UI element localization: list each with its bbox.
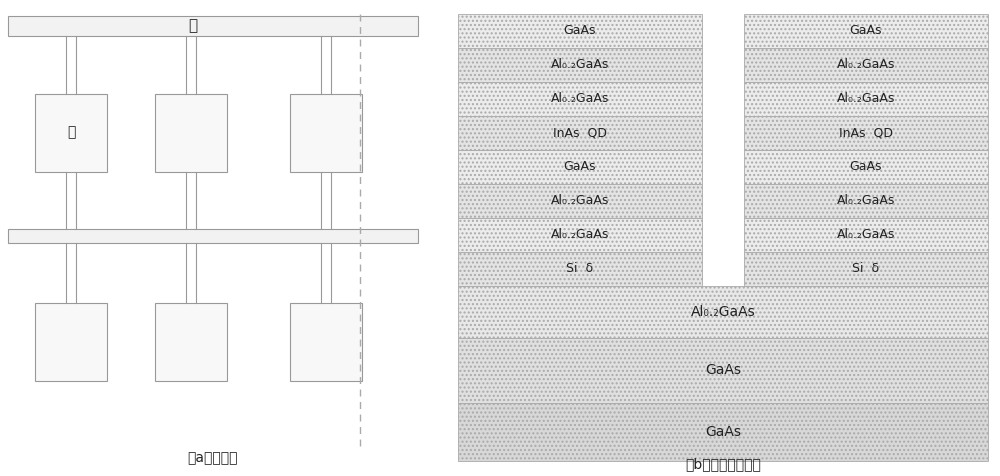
Text: Al₀.₂GaAs: Al₀.₂GaAs <box>551 228 609 241</box>
Bar <box>744 252 988 286</box>
Bar <box>458 48 702 82</box>
Bar <box>458 150 702 184</box>
Text: Al₀.₂GaAs: Al₀.₂GaAs <box>691 305 755 319</box>
Bar <box>744 150 988 184</box>
Bar <box>744 14 988 48</box>
Text: GaAs: GaAs <box>850 24 882 38</box>
Bar <box>8 229 418 243</box>
Bar <box>155 93 227 171</box>
Bar <box>744 82 988 116</box>
Bar <box>458 184 702 218</box>
Text: Si  δ: Si δ <box>852 262 880 276</box>
Bar <box>458 286 988 338</box>
Text: Al₀.₂GaAs: Al₀.₂GaAs <box>837 59 895 71</box>
Bar <box>35 93 107 171</box>
Text: Al₀.₂GaAs: Al₀.₂GaAs <box>837 195 895 208</box>
Text: Al₀.₂GaAs: Al₀.₂GaAs <box>551 92 609 106</box>
Bar <box>458 403 988 461</box>
Bar <box>458 14 702 48</box>
Bar <box>458 116 702 150</box>
Text: Al₀.₂GaAs: Al₀.₂GaAs <box>837 92 895 106</box>
Bar <box>458 218 702 252</box>
Bar <box>458 338 988 403</box>
Text: Al₀.₂GaAs: Al₀.₂GaAs <box>551 59 609 71</box>
Bar <box>290 303 362 381</box>
Bar <box>744 184 988 218</box>
Bar <box>458 252 702 286</box>
Text: InAs  QD: InAs QD <box>839 127 893 139</box>
Bar <box>290 93 362 171</box>
Bar <box>458 82 702 116</box>
Bar <box>744 218 988 252</box>
Bar <box>744 116 988 150</box>
Bar <box>744 48 988 82</box>
Text: GaAs: GaAs <box>705 364 741 377</box>
Text: Al₀.₂GaAs: Al₀.₂GaAs <box>551 195 609 208</box>
Text: （a）俯视图: （a）俯视图 <box>188 451 238 465</box>
Text: GaAs: GaAs <box>564 160 596 173</box>
Text: InAs  QD: InAs QD <box>553 127 607 139</box>
Text: GaAs: GaAs <box>705 425 741 439</box>
Text: GaAs: GaAs <box>850 160 882 173</box>
Text: 漏: 漏 <box>67 126 75 139</box>
Text: Si  δ: Si δ <box>566 262 594 276</box>
Text: Al₀.₂GaAs: Al₀.₂GaAs <box>837 228 895 241</box>
Text: GaAs: GaAs <box>564 24 596 38</box>
Bar <box>8 16 418 36</box>
Text: 源: 源 <box>188 19 197 33</box>
Bar <box>155 303 227 381</box>
Bar <box>35 303 107 381</box>
Text: （b）沿虚线剖面图: （b）沿虚线剖面图 <box>685 457 761 471</box>
